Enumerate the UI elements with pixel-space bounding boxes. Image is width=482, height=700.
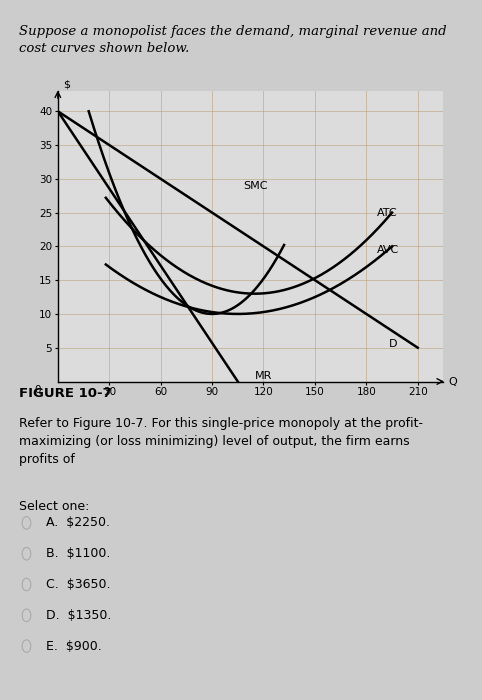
Text: D.  $1350.: D. $1350.: [46, 609, 111, 622]
Text: D: D: [388, 340, 397, 349]
Text: Select one:: Select one:: [19, 500, 90, 514]
Text: Suppose a monopolist faces the demand, marginal revenue and
cost curves shown be: Suppose a monopolist faces the demand, m…: [19, 25, 447, 55]
Text: B.  $1100.: B. $1100.: [46, 547, 110, 560]
Text: ATC: ATC: [376, 208, 397, 218]
Text: FIGURE 10-7: FIGURE 10-7: [19, 387, 112, 400]
Text: E.  $900.: E. $900.: [46, 640, 102, 652]
Text: Refer to Figure 10-7. For this single-price monopoly at the profit-
maximizing (: Refer to Figure 10-7. For this single-pr…: [19, 416, 423, 466]
Text: A.  $2250.: A. $2250.: [46, 517, 110, 529]
Text: MR: MR: [255, 372, 272, 382]
Text: Q: Q: [449, 377, 457, 386]
Text: 0: 0: [34, 385, 40, 395]
Text: SMC: SMC: [243, 181, 268, 190]
Text: AVC: AVC: [376, 245, 399, 255]
Text: $: $: [63, 79, 70, 89]
Text: C.  $3650.: C. $3650.: [46, 578, 110, 591]
